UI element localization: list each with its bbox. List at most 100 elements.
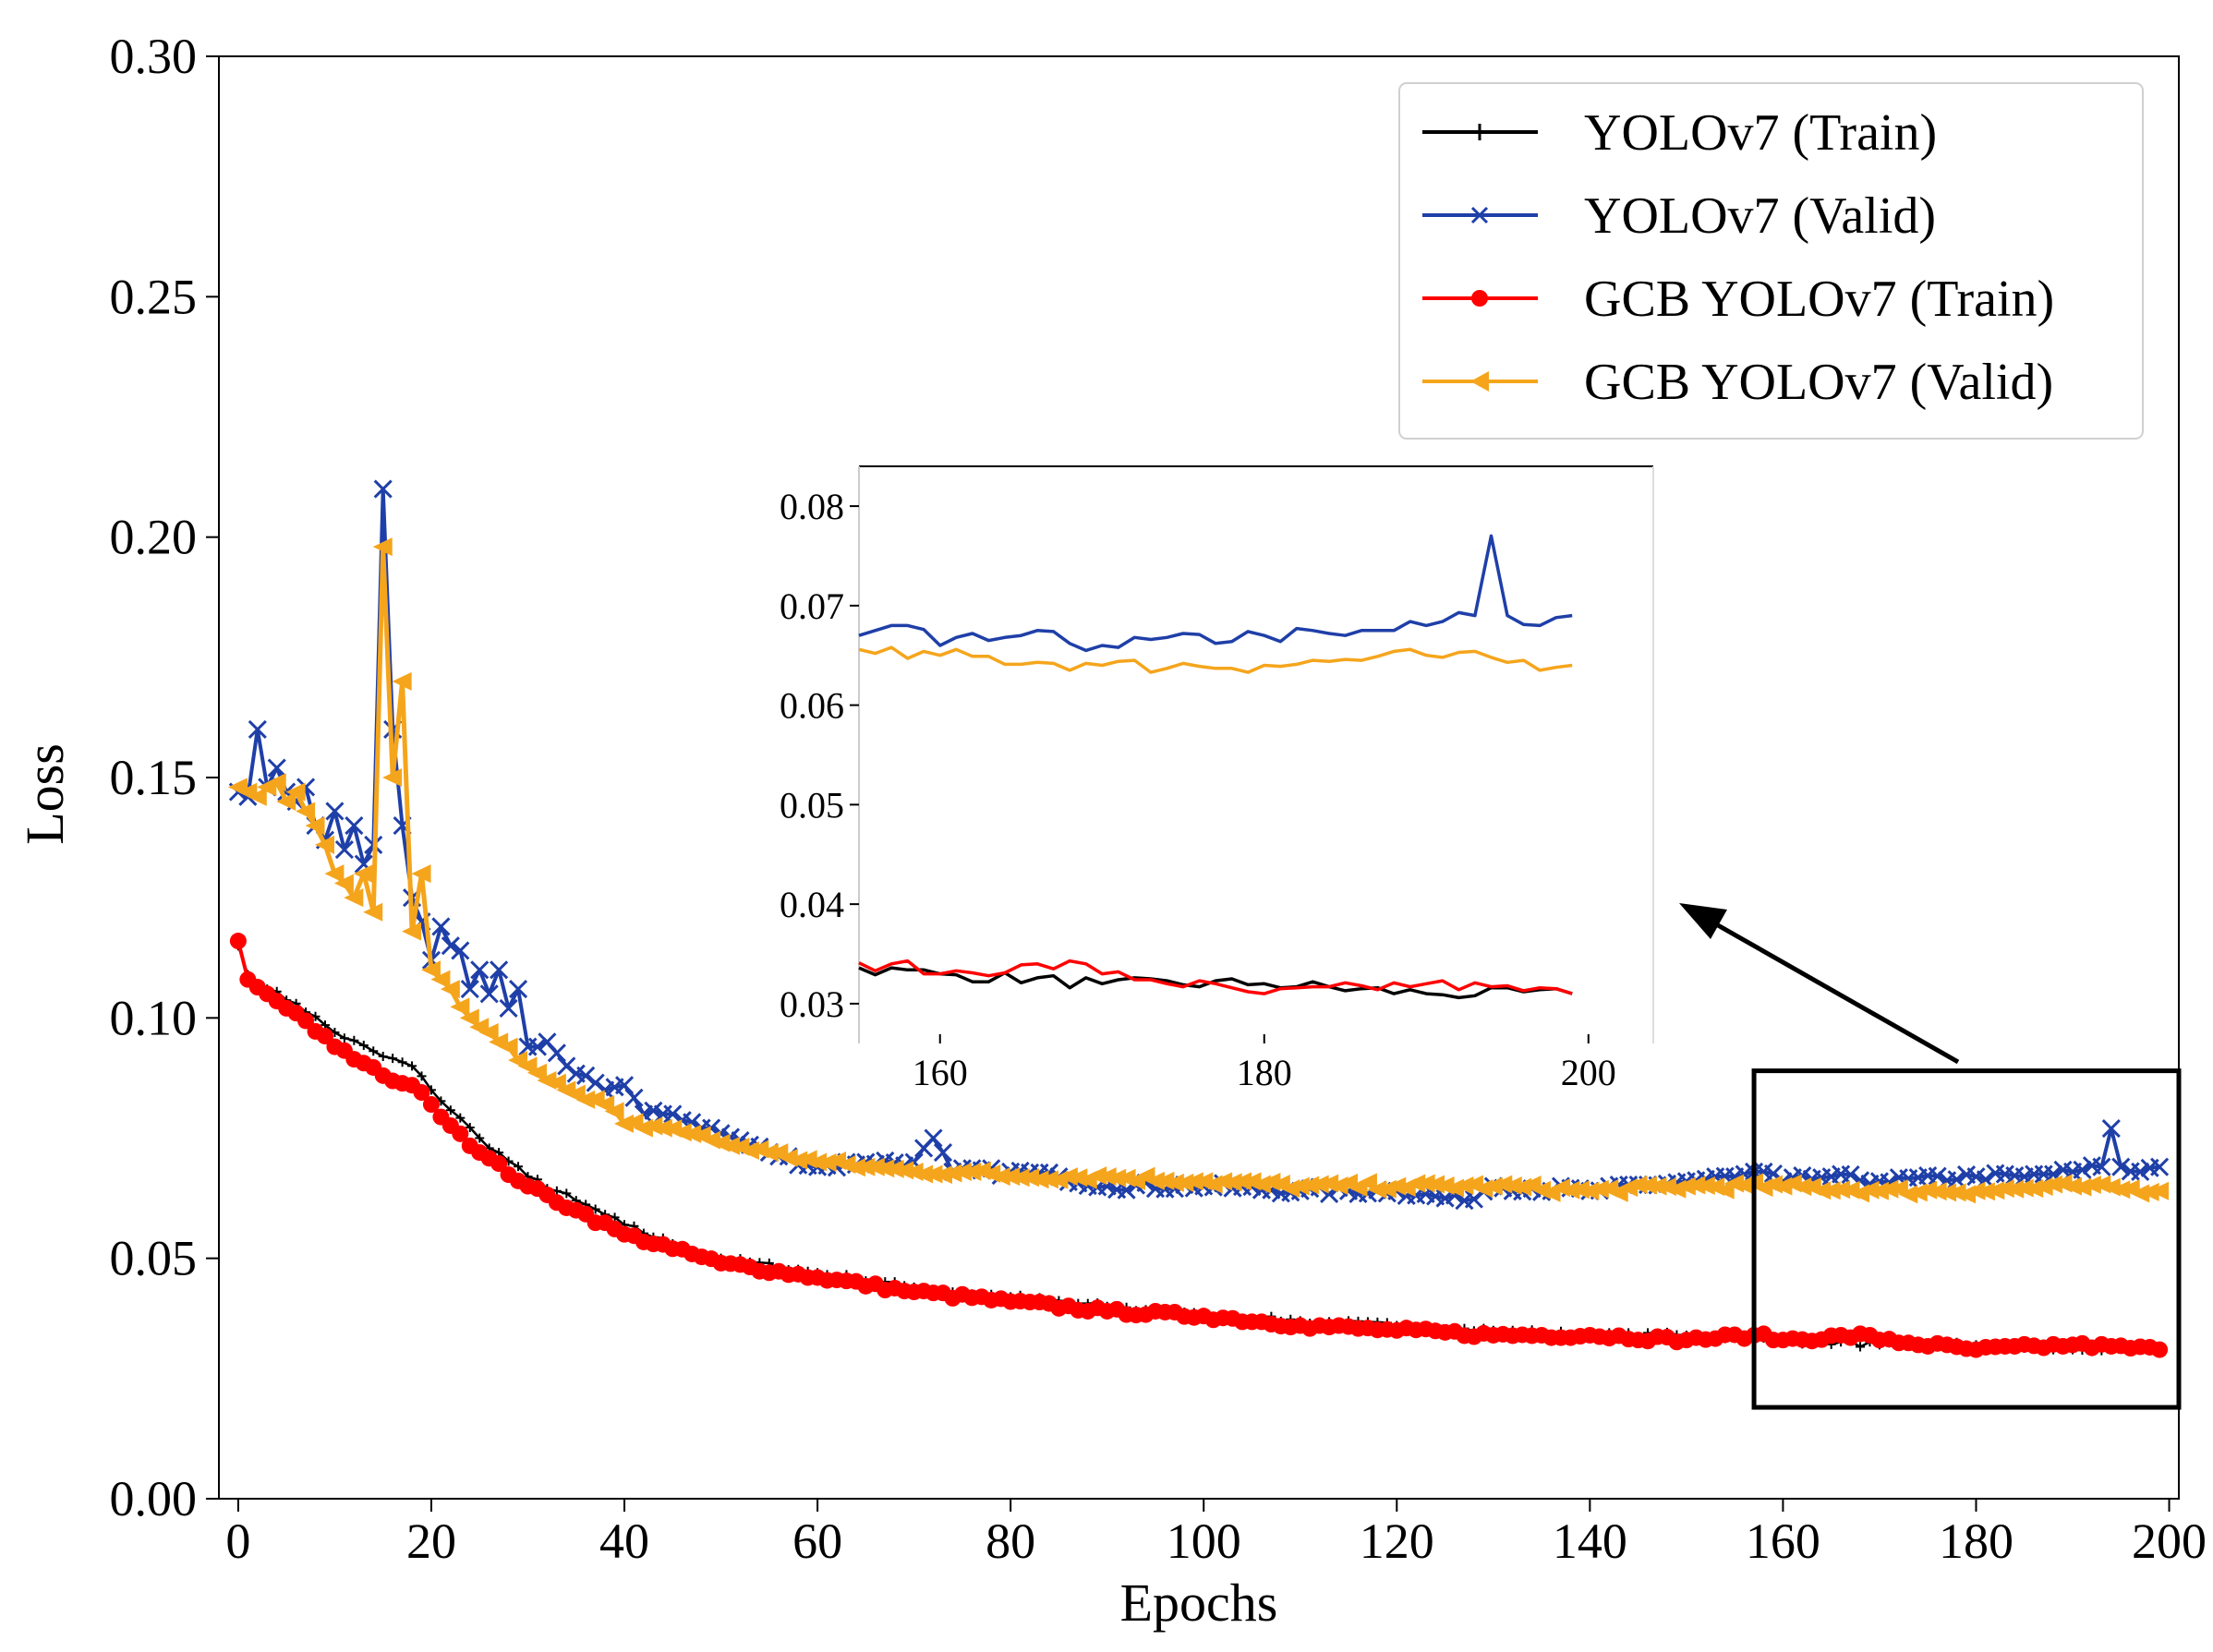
legend-entry-gcb-valid: GCB YOLOv7 (Valid): [1422, 354, 2053, 411]
zoom-arrow: [1679, 903, 1960, 1065]
data-point-gcb-yolov7-valid: [932, 1165, 952, 1185]
data-point-gcb-yolov7-valid: [875, 1159, 895, 1178]
data-point-gcb-yolov7-valid: [1638, 1176, 1658, 1195]
data-point-gcb-yolov7-valid: [1868, 1181, 1889, 1200]
data-point-gcb-yolov7-valid: [450, 997, 470, 1017]
data-point-gcb-yolov7-valid: [1675, 1176, 1696, 1196]
x-tick-label-120: 120: [1360, 1513, 1434, 1569]
data-point-gcb-yolov7-valid: [314, 835, 334, 854]
data-point-yolov7-train: [407, 1061, 417, 1071]
data-point-gcb-yolov7-valid: [2024, 1179, 2044, 1199]
data-point-gcb-yolov7-valid: [720, 1136, 741, 1155]
inset-y-tick-label-0.05: 0.05: [780, 784, 844, 826]
data-point-gcb-yolov7-valid: [411, 864, 431, 884]
data-point-gcb-yolov7-valid: [1946, 1183, 1966, 1202]
legend-label-gcb-valid: GCB YOLOv7 (Valid): [1584, 354, 2053, 411]
data-point-gcb-yolov7-train: [422, 1096, 440, 1114]
data-point-yolov7-train: [465, 1123, 475, 1133]
data-point-gcb-yolov7-valid: [1482, 1176, 1503, 1196]
inset-y-tick-label-0.03: 0.03: [780, 983, 844, 1025]
data-point-gcb-yolov7-valid: [807, 1152, 828, 1172]
data-point-gcb-yolov7-valid: [1917, 1180, 1938, 1200]
y-tick-label-0.05: 0.05: [110, 1231, 198, 1286]
legend-label-yolov7-train: YOLOv7 (Train): [1584, 104, 1937, 162]
data-point-gcb-yolov7-valid: [1820, 1181, 1841, 1200]
data-point-yolov7-train: [445, 1105, 455, 1115]
data-point-gcb-yolov7-valid: [1087, 1166, 1107, 1186]
data-point-yolov7-valid: [325, 802, 345, 821]
data-point-yolov7-valid: [586, 1073, 605, 1092]
data-point-yolov7-train: [1856, 1342, 1866, 1352]
data-point-gcb-yolov7-valid: [363, 902, 383, 922]
data-point-yolov7-valid: [663, 1104, 683, 1124]
data-point-yolov7-valid: [470, 960, 490, 980]
data-point-yolov7-valid: [334, 840, 354, 860]
data-point-gcb-yolov7-valid: [923, 1164, 943, 1184]
data-point-gcb-yolov7-valid: [961, 1162, 982, 1181]
inset-x-tick-label-160: 160: [913, 1052, 968, 1093]
legend-marker-x: [1470, 206, 1489, 224]
zoom-region-box: [1751, 1068, 2182, 1410]
y-tick-label-0.20: 0.20: [110, 510, 198, 565]
inset-x-tick-label-200: 200: [1561, 1052, 1616, 1093]
data-point-yolov7-train: [378, 1051, 388, 1061]
data-point-yolov7-train: [514, 1162, 524, 1172]
data-point-gcb-yolov7-valid: [682, 1124, 702, 1143]
data-point-gcb-yolov7-valid: [1367, 1180, 1387, 1200]
inset-y-tick-label-0.07: 0.07: [780, 585, 844, 627]
legend-marker-plus: [1471, 124, 1488, 140]
legend-entry-yolov7-train: YOLOv7 (Train): [1422, 104, 1937, 162]
data-point-gcb-yolov7-valid: [1386, 1176, 1407, 1196]
legend-entry-yolov7-valid: YOLOv7 (Valid): [1422, 187, 1936, 245]
data-point-gcb-yolov7-valid: [526, 1063, 547, 1082]
x-tick-label-40: 40: [599, 1513, 649, 1569]
data-point-gcb-yolov7-valid: [1927, 1182, 1947, 1201]
y-tick-label-0.30: 0.30: [110, 29, 198, 84]
data-point-yolov7-valid: [924, 1128, 943, 1148]
data-point-gcb-yolov7-valid: [2081, 1176, 2101, 1195]
data-point-gcb-yolov7-valid: [1174, 1173, 1194, 1192]
data-point-gcb-yolov7-valid: [894, 1161, 914, 1180]
data-point-yolov7-train: [475, 1133, 485, 1143]
data-point-gcb-yolov7-valid: [604, 1102, 624, 1121]
data-point-gcb-yolov7-valid: [324, 864, 345, 884]
data-point-yolov7-valid: [431, 917, 451, 936]
data-point-gcb-yolov7-valid: [1038, 1170, 1058, 1189]
data-point-gcb-yolov7-valid: [1975, 1182, 1995, 1201]
data-point-gcb-yolov7-valid: [305, 816, 325, 836]
data-point-yolov7-valid: [527, 1037, 548, 1056]
data-point-gcb-yolov7-valid: [333, 874, 354, 893]
data-point-yolov7-valid: [451, 941, 470, 960]
data-point-gcb-yolov7-valid: [633, 1118, 653, 1138]
data-point-gcb-yolov7-valid: [2149, 1181, 2170, 1200]
data-point-yolov7-valid: [1464, 1189, 1483, 1209]
data-point-gcb-yolov7-valid: [1222, 1173, 1242, 1192]
data-point-gcb-yolov7-valid: [420, 960, 441, 980]
data-point-yolov7-valid: [557, 1056, 576, 1076]
data-point-yolov7-valid: [2150, 1157, 2170, 1176]
data-point-gcb-yolov7-valid: [1831, 1180, 1851, 1200]
data-point-yolov7-valid: [547, 1043, 566, 1063]
x-tick-label-100: 100: [1167, 1513, 1241, 1569]
data-point-gcb-yolov7-valid: [816, 1153, 837, 1173]
data-point-gcb-yolov7-valid: [2004, 1179, 2025, 1199]
data-point-gcb-yolov7-valid: [546, 1073, 566, 1092]
data-point-yolov7-train: [455, 1113, 466, 1123]
data-point-gcb-yolov7-valid: [1502, 1176, 1522, 1196]
data-point-gcb-yolov7-valid: [459, 1008, 479, 1028]
inset-y-tick-label-0.04: 0.04: [780, 884, 844, 925]
data-point-yolov7-valid: [576, 1066, 596, 1085]
data-point-gcb-yolov7-valid: [942, 1164, 962, 1183]
data-point-yolov7-valid: [2131, 1162, 2150, 1182]
data-point-gcb-yolov7-valid: [1569, 1180, 1590, 1200]
data-point-gcb-yolov7-valid: [1965, 1181, 1986, 1200]
data-point-gcb-yolov7-valid: [285, 782, 306, 802]
data-point-gcb-yolov7-valid: [1647, 1176, 1667, 1196]
data-point-yolov7-valid: [2101, 1119, 2121, 1139]
data-point-gcb-yolov7-valid: [1560, 1180, 1580, 1200]
data-point-yolov7-valid: [508, 980, 528, 999]
data-point-gcb-yolov7-train: [316, 1028, 333, 1045]
data-point-yolov7-valid: [624, 1088, 644, 1107]
data-point-yolov7-valid: [499, 998, 518, 1018]
x-tick-label-60: 60: [792, 1513, 842, 1569]
